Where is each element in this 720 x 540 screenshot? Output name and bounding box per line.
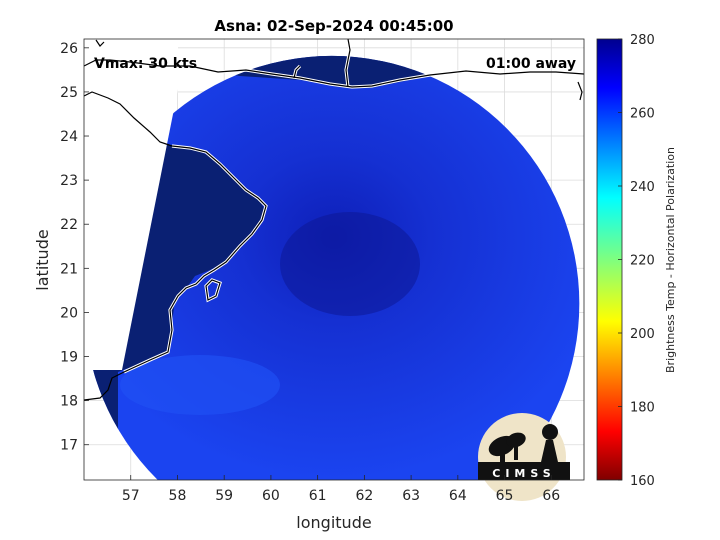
colorbar-tick-label: 180 [630, 401, 655, 416]
x-tick-label: 62 [355, 488, 373, 504]
colorbar-tick-label: 240 [630, 180, 655, 195]
x-tick-label: 64 [449, 488, 467, 504]
microwave-swath [84, 39, 580, 480]
x-axis-label: longitude [296, 513, 371, 532]
y-axis-label: latitude [33, 229, 52, 290]
coastline-line [84, 39, 584, 401]
swath-gap-north-west [84, 39, 178, 89]
colorbar-label: Brightness Temp - Horizontal Polarizatio… [664, 147, 677, 373]
colorbar-tick-label: 160 [630, 474, 655, 489]
colorbar-gradient [596, 38, 623, 481]
y-axis-ticks: 17 18 19 20 21 22 23 24 25 26 [60, 41, 89, 454]
x-tick-label: 63 [402, 488, 420, 504]
cool-ocean-patch [120, 355, 280, 415]
plot-title: Asna: 02-Sep-2024 00:45:00 [214, 17, 453, 35]
swath-gap-west [84, 89, 178, 370]
colorbar-tick-label: 280 [630, 33, 655, 48]
colorbar-tick-label: 220 [630, 254, 655, 269]
land-region-north [84, 55, 580, 88]
logo-silhouette [478, 424, 570, 480]
cimss-logo: CIMSS [478, 413, 570, 501]
axes-frame [83, 38, 585, 481]
storm-core [280, 212, 420, 316]
y-tick-label: 26 [60, 41, 78, 57]
time-offset-annotation: 01:00 away [486, 56, 576, 72]
x-tick-label: 60 [262, 488, 280, 504]
y-tick-label: 19 [60, 350, 78, 366]
y-tick-label: 23 [60, 173, 78, 189]
y-tick-label: 25 [60, 85, 78, 101]
y-tick-label: 18 [60, 394, 78, 410]
colorbar-tick-label: 260 [630, 107, 655, 122]
y-tick-label: 20 [60, 305, 78, 321]
y-tick-label: 22 [60, 217, 78, 233]
y-tick-label: 21 [60, 261, 78, 277]
x-tick-label: 57 [122, 488, 140, 504]
x-tick-label: 66 [542, 488, 560, 504]
x-axis-ticks: 57 58 59 60 61 62 63 64 65 66 [122, 475, 560, 504]
colorbar-tick-label: 200 [630, 327, 655, 342]
svg-text:CIMSS: CIMSS [492, 467, 555, 480]
coastlines [84, 39, 584, 401]
colorbar-ticks: 160 180 200 220 240 260 280 [618, 33, 655, 489]
y-tick-label: 17 [60, 438, 78, 454]
x-tick-label: 58 [169, 488, 187, 504]
colorbar: 160 180 200 220 240 260 280 Brightness Temp - … [596, 33, 677, 489]
map-axes: CIMSS Vmax: 30 kts 01:00 away 57 58 59 60 61… [60, 38, 585, 504]
y-tick-label: 24 [60, 129, 78, 145]
x-tick-label: 59 [215, 488, 233, 504]
x-tick-label: 65 [496, 488, 514, 504]
x-tick-label: 61 [309, 488, 327, 504]
vmax-annotation: Vmax: 30 kts [94, 56, 197, 72]
